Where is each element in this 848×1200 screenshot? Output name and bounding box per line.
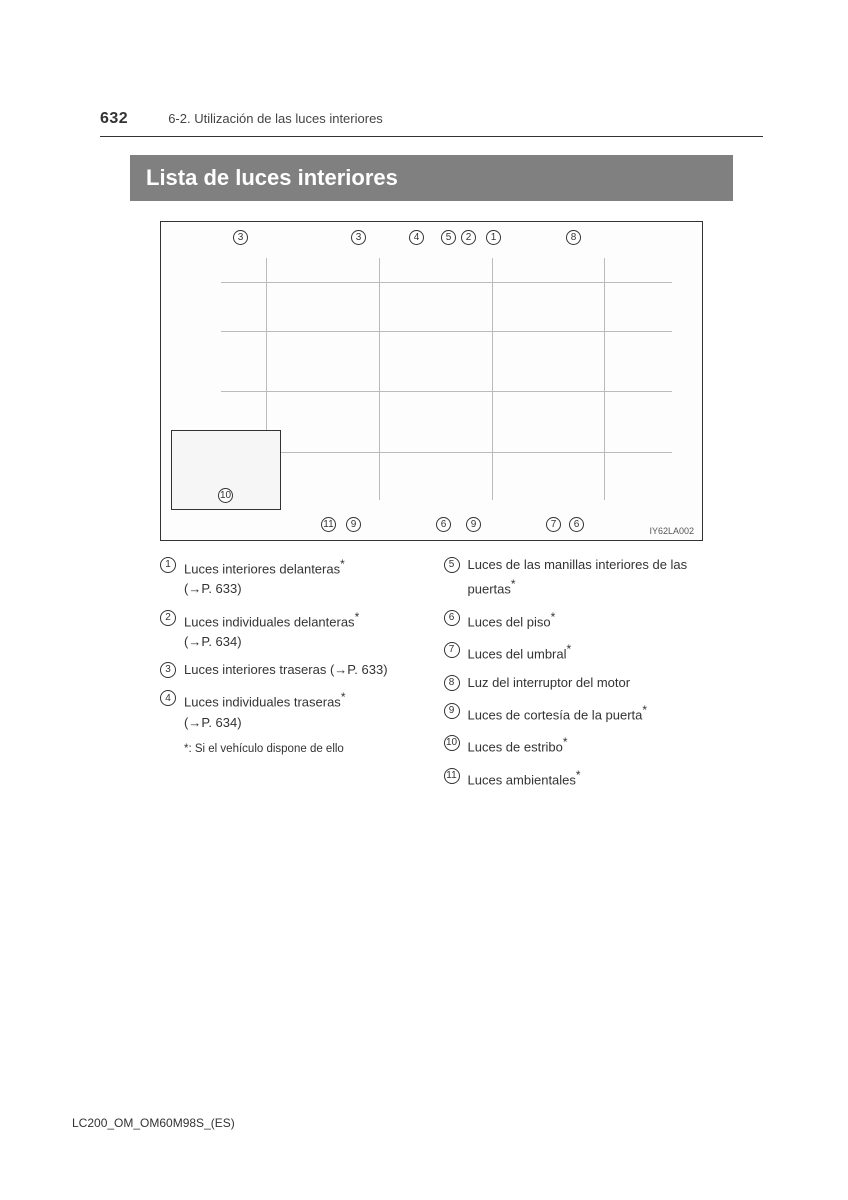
footnote: *: Si el vehículo dispone de ello: [184, 741, 420, 759]
legend-item: 1 Luces interiores delanteras*(→P. 633): [160, 555, 420, 600]
callout-11: 11: [321, 517, 336, 532]
legend-item: 7 Luces del umbral*: [444, 640, 704, 664]
header-row: 632 6-2. Utilización de las luces interi…: [100, 110, 763, 137]
legend-col-left: 1Luces interiores delanteras*(→P. 633)2L…: [160, 555, 420, 798]
callout-3a: 3: [233, 230, 248, 245]
legend-item: 10 Luces de estribo*: [444, 733, 704, 757]
legend-number: 7: [444, 642, 460, 658]
legend: 1Luces interiores delanteras*(→P. 633)2L…: [160, 555, 703, 798]
legend-text: Luces individuales delanteras*(→P. 634): [184, 608, 420, 653]
callout-3b: 3: [351, 230, 366, 245]
callout-5: 5: [441, 230, 456, 245]
legend-text: Luz del interruptor del motor: [468, 673, 704, 693]
legend-text: Luces interiores traseras (→P. 633): [184, 660, 420, 680]
legend-number: 4: [160, 690, 176, 706]
legend-number: 6: [444, 610, 460, 626]
page-title: Lista de luces interiores: [130, 155, 733, 201]
legend-item: 5 Luces de las manillas interiores de las…: [444, 555, 704, 600]
legend-number: 3: [160, 662, 176, 678]
legend-text: Luces interiores delanteras*(→P. 633): [184, 555, 420, 600]
legend-text: Luces ambientales*: [468, 766, 704, 790]
section-label: 6-2. Utilización de las luces interiores: [168, 111, 383, 126]
document-code: LC200_OM_OM60M98S_(ES): [72, 1116, 235, 1130]
callout-10: 10: [218, 488, 233, 503]
legend-number: 11: [444, 768, 460, 784]
callout-6b: 6: [569, 517, 584, 532]
vehicle-diagram: 3 3 4 5 2 1 8 10 11 9 6 9 7 6 IY62LA002: [160, 221, 703, 541]
diagram-code: IY62LA002: [649, 526, 694, 536]
callout-9a: 9: [346, 517, 361, 532]
callout-9b: 9: [466, 517, 481, 532]
legend-number: 2: [160, 610, 176, 626]
callout-2: 2: [461, 230, 476, 245]
legend-number: 9: [444, 703, 460, 719]
legend-number: 5: [444, 557, 460, 573]
legend-text: Luces del umbral*: [468, 640, 704, 664]
diagram-inset: 10: [171, 430, 281, 510]
page-number: 632: [100, 110, 128, 128]
legend-text: Luces de estribo*: [468, 733, 704, 757]
legend-col-right: 5 Luces de las manillas interiores de las…: [444, 555, 704, 798]
legend-item: 9 Luces de cortesía de la puerta*: [444, 701, 704, 725]
legend-text: Luces individuales traseras*(→P. 634): [184, 688, 420, 733]
legend-item: 6 Luces del piso*: [444, 608, 704, 632]
callout-1: 1: [486, 230, 501, 245]
legend-text: Luces del piso*: [468, 608, 704, 632]
legend-number: 10: [444, 735, 460, 751]
legend-text: Luces de cortesía de la puerta*: [468, 701, 704, 725]
legend-item: 11 Luces ambientales*: [444, 766, 704, 790]
legend-item: 3 Luces interiores traseras (→P. 633): [160, 660, 420, 680]
callout-7: 7: [546, 517, 561, 532]
legend-number: 8: [444, 675, 460, 691]
legend-number: 1: [160, 557, 176, 573]
legend-item: 4 Luces individuales traseras*(→P. 634): [160, 688, 420, 733]
callout-8: 8: [566, 230, 581, 245]
callout-4: 4: [409, 230, 424, 245]
vehicle-sketch: [221, 258, 672, 500]
legend-text: Luces de las manillas interiores de las …: [468, 555, 704, 600]
legend-item: 8 Luz del interruptor del motor: [444, 673, 704, 693]
page: 632 6-2. Utilización de las luces interi…: [0, 0, 848, 848]
callout-6a: 6: [436, 517, 451, 532]
legend-item: 2 Luces individuales delanteras*(→P. 634): [160, 608, 420, 653]
